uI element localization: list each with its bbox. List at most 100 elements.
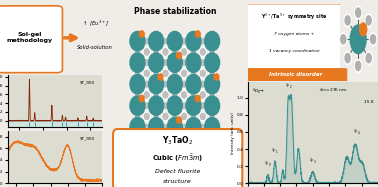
Circle shape (144, 91, 150, 99)
Circle shape (149, 96, 164, 115)
Circle shape (182, 81, 186, 87)
Circle shape (200, 60, 205, 66)
Circle shape (191, 49, 196, 55)
Circle shape (209, 69, 215, 77)
Circle shape (162, 48, 169, 56)
Circle shape (200, 112, 206, 120)
Circle shape (191, 92, 196, 98)
Text: $\uparrow$ [$Eu^{3+}$]: $\uparrow$ [$Eu^{3+}$] (81, 18, 108, 28)
Circle shape (130, 74, 145, 94)
Circle shape (144, 49, 149, 55)
Circle shape (182, 124, 186, 130)
Circle shape (191, 70, 196, 76)
Circle shape (163, 124, 168, 130)
Circle shape (191, 113, 196, 119)
Circle shape (144, 69, 150, 77)
Circle shape (162, 112, 169, 120)
Text: 15 K: 15 K (364, 100, 374, 105)
Circle shape (356, 61, 361, 70)
Circle shape (370, 35, 376, 44)
Circle shape (144, 123, 150, 131)
Circle shape (181, 123, 187, 131)
Text: Intrinsic disorder: Intrinsic disorder (268, 72, 322, 77)
Circle shape (200, 48, 206, 56)
Circle shape (366, 53, 371, 63)
Circle shape (200, 91, 206, 99)
Text: ST_900: ST_900 (79, 136, 94, 140)
Circle shape (162, 91, 169, 99)
Circle shape (144, 112, 150, 120)
Circle shape (163, 38, 168, 44)
Circle shape (154, 70, 158, 76)
Text: Cubic ($Fm\bar{3}m$): Cubic ($Fm\bar{3}m$) (152, 152, 203, 164)
Circle shape (200, 49, 205, 55)
Circle shape (144, 102, 150, 110)
Circle shape (210, 49, 214, 55)
Circle shape (163, 103, 168, 109)
Text: ST_900: ST_900 (79, 80, 94, 84)
Circle shape (181, 91, 187, 99)
Text: 7 oxygen atoms +: 7 oxygen atoms + (274, 32, 314, 36)
Circle shape (135, 113, 140, 119)
Circle shape (200, 92, 205, 98)
Circle shape (167, 74, 182, 94)
Circle shape (186, 31, 201, 51)
Circle shape (144, 92, 149, 98)
Circle shape (200, 102, 206, 110)
Circle shape (139, 95, 144, 102)
Circle shape (177, 117, 181, 123)
Circle shape (181, 48, 187, 56)
Circle shape (200, 70, 205, 76)
Circle shape (186, 53, 201, 72)
Circle shape (163, 113, 168, 119)
Circle shape (200, 91, 206, 99)
Circle shape (172, 92, 177, 98)
Circle shape (200, 81, 205, 87)
Circle shape (144, 113, 149, 119)
Circle shape (209, 112, 215, 120)
Circle shape (369, 33, 376, 46)
Circle shape (130, 53, 145, 72)
Circle shape (182, 49, 186, 55)
Circle shape (200, 80, 206, 88)
Circle shape (365, 14, 372, 27)
Text: $^4D_0\!\rightarrow$: $^4D_0\!\rightarrow$ (251, 86, 265, 96)
Circle shape (163, 49, 168, 55)
Circle shape (153, 112, 159, 120)
Circle shape (181, 112, 187, 120)
Text: $\lambda_{ex}$=276 nm: $\lambda_{ex}$=276 nm (319, 86, 348, 94)
Circle shape (144, 70, 149, 76)
Circle shape (172, 112, 178, 120)
Circle shape (200, 49, 205, 55)
Circle shape (149, 31, 164, 51)
Y-axis label: Intensity (arb. units): Intensity (arb. units) (231, 112, 235, 154)
Circle shape (190, 69, 197, 77)
Circle shape (135, 49, 140, 55)
Text: Solid-solution: Solid-solution (77, 45, 113, 50)
Circle shape (163, 92, 168, 98)
Circle shape (200, 69, 206, 77)
Circle shape (167, 31, 182, 51)
Circle shape (182, 92, 186, 98)
Circle shape (163, 92, 168, 98)
Circle shape (167, 53, 182, 72)
Text: Phase stabilization: Phase stabilization (133, 7, 216, 16)
Circle shape (204, 74, 220, 94)
Circle shape (200, 70, 205, 76)
Circle shape (144, 48, 150, 56)
Circle shape (344, 52, 351, 65)
Circle shape (172, 48, 178, 56)
Circle shape (144, 112, 150, 120)
Circle shape (181, 102, 187, 110)
Circle shape (181, 112, 187, 120)
Circle shape (144, 103, 149, 109)
Circle shape (181, 48, 187, 56)
Circle shape (195, 95, 200, 102)
Circle shape (144, 81, 149, 87)
Circle shape (355, 6, 362, 19)
Circle shape (134, 48, 141, 56)
Text: $^7F_0$: $^7F_0$ (264, 159, 272, 169)
Circle shape (172, 49, 177, 55)
Circle shape (163, 81, 168, 87)
Circle shape (356, 8, 361, 17)
